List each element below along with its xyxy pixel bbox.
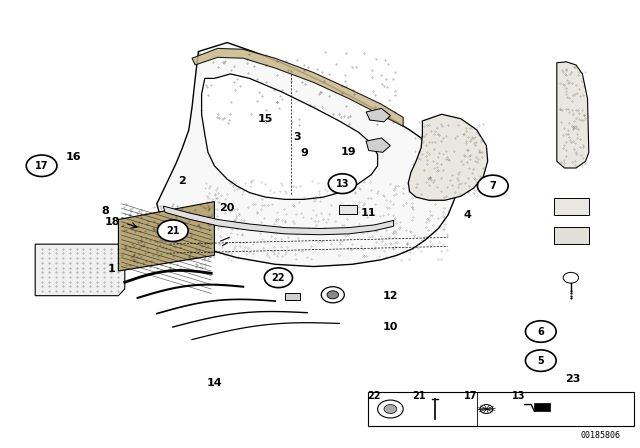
Polygon shape bbox=[35, 244, 125, 296]
Bar bbox=[368, 392, 634, 426]
Text: 15: 15 bbox=[258, 114, 273, 124]
Circle shape bbox=[525, 321, 556, 342]
Bar bbox=[534, 403, 550, 411]
Text: 7: 7 bbox=[490, 181, 496, 191]
Text: 13: 13 bbox=[335, 179, 349, 189]
Text: 00185806: 00185806 bbox=[581, 431, 621, 440]
Polygon shape bbox=[157, 43, 458, 267]
Text: 14: 14 bbox=[207, 378, 222, 388]
Text: 21: 21 bbox=[166, 226, 180, 236]
Circle shape bbox=[321, 287, 344, 303]
Bar bbox=[554, 227, 589, 244]
Circle shape bbox=[477, 175, 508, 197]
Circle shape bbox=[480, 405, 493, 414]
Circle shape bbox=[328, 174, 356, 194]
Polygon shape bbox=[118, 202, 214, 271]
Bar bbox=[554, 198, 589, 215]
Polygon shape bbox=[339, 205, 357, 214]
Circle shape bbox=[563, 272, 579, 283]
Text: 22: 22 bbox=[271, 273, 285, 283]
Text: 13: 13 bbox=[511, 391, 525, 401]
Polygon shape bbox=[285, 293, 300, 300]
Circle shape bbox=[327, 291, 339, 299]
Circle shape bbox=[384, 405, 397, 414]
Text: 23: 23 bbox=[565, 374, 580, 383]
Circle shape bbox=[157, 220, 188, 241]
Circle shape bbox=[378, 400, 403, 418]
Circle shape bbox=[525, 350, 556, 371]
Text: 18: 18 bbox=[104, 217, 120, 227]
Text: 5: 5 bbox=[538, 356, 544, 366]
Text: 9: 9 bbox=[300, 148, 308, 158]
Polygon shape bbox=[408, 114, 488, 200]
Text: 10: 10 bbox=[383, 322, 398, 332]
Text: 19: 19 bbox=[341, 147, 356, 157]
Polygon shape bbox=[366, 108, 390, 122]
Polygon shape bbox=[192, 48, 403, 126]
Text: 3: 3 bbox=[294, 132, 301, 142]
Text: 22: 22 bbox=[367, 391, 381, 401]
Text: 16: 16 bbox=[66, 152, 81, 162]
Polygon shape bbox=[366, 138, 390, 152]
Text: 20: 20 bbox=[220, 203, 235, 213]
Circle shape bbox=[26, 155, 57, 177]
Polygon shape bbox=[202, 74, 378, 199]
Polygon shape bbox=[163, 206, 394, 235]
Text: 12: 12 bbox=[383, 291, 398, 301]
Text: 21: 21 bbox=[412, 391, 426, 401]
Text: 17: 17 bbox=[35, 161, 49, 171]
Text: 2: 2 bbox=[179, 177, 186, 186]
Circle shape bbox=[264, 268, 292, 288]
Text: 1: 1 bbox=[108, 264, 116, 274]
Text: 11: 11 bbox=[360, 208, 376, 218]
Text: 17: 17 bbox=[463, 391, 477, 401]
Text: 4: 4 bbox=[463, 210, 471, 220]
Text: 8: 8 bbox=[102, 206, 109, 215]
Text: 6: 6 bbox=[538, 327, 544, 336]
Polygon shape bbox=[557, 62, 589, 168]
